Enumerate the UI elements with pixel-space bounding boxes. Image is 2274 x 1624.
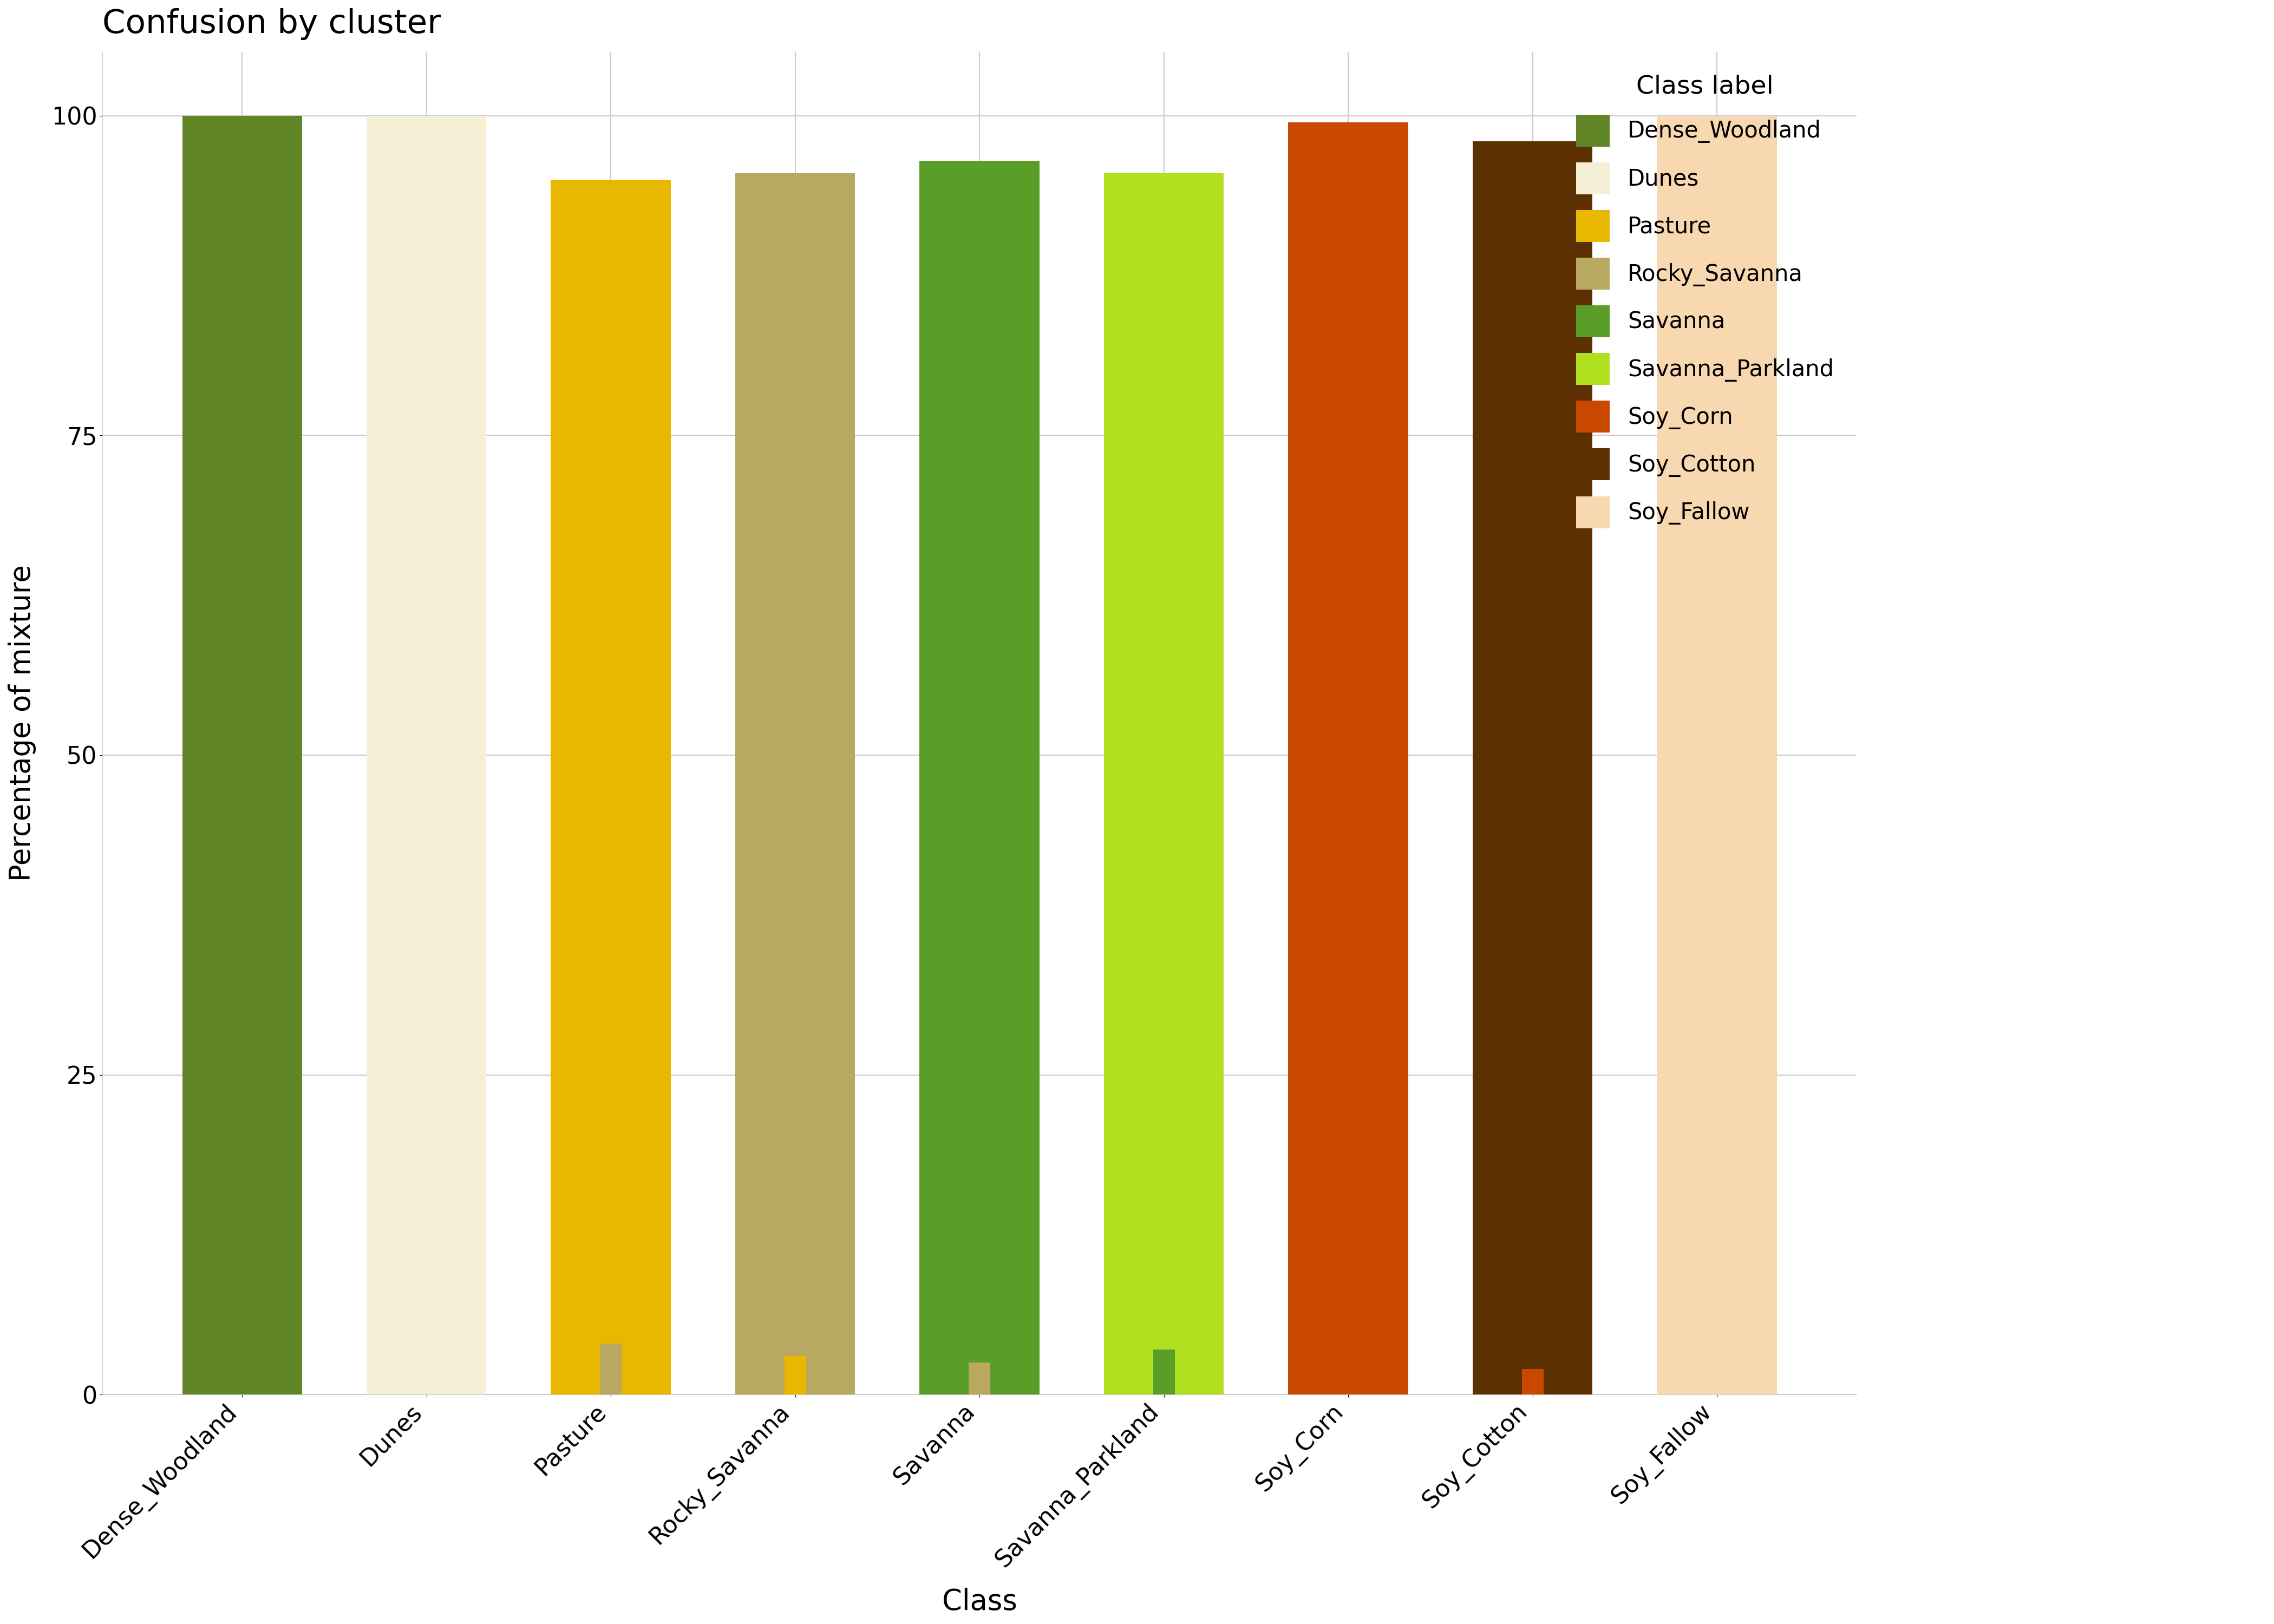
Bar	[1521, 1369, 1544, 1395]
Bar	[366, 115, 487, 1395]
X-axis label: Class: Class	[941, 1588, 1016, 1616]
Bar	[600, 1343, 621, 1395]
Bar	[919, 161, 1039, 1395]
Bar	[1103, 174, 1223, 1395]
Bar	[969, 1363, 989, 1395]
Bar	[1153, 1350, 1176, 1395]
Y-axis label: Percentage of mixture: Percentage of mixture	[9, 565, 36, 882]
Bar	[1289, 122, 1408, 1395]
Bar	[1658, 115, 1776, 1395]
Bar	[182, 115, 302, 1395]
Bar	[785, 1356, 805, 1395]
Bar	[735, 174, 855, 1395]
Bar	[550, 180, 671, 1395]
Bar	[1474, 141, 1592, 1395]
Legend: Dense_Woodland, Dunes, Pasture, Rocky_Savanna, Savanna, Savanna_Parkland, Soy_Co: Dense_Woodland, Dunes, Pasture, Rocky_Sa…	[1565, 63, 1844, 539]
Text: Confusion by cluster: Confusion by cluster	[102, 8, 441, 41]
